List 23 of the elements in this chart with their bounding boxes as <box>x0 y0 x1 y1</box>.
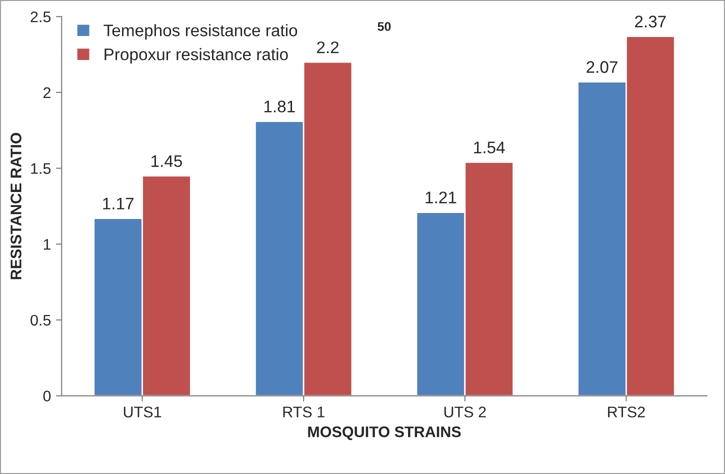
y-tick-label: 2 <box>43 87 50 98</box>
x-tick-label: UTS 2 <box>444 406 486 418</box>
y-tick-label: 1 <box>44 239 50 250</box>
x-tick-label: UTS1 <box>124 406 162 418</box>
x-tick-label: RTS 1 <box>283 406 324 418</box>
data-label: 2.07 <box>586 61 618 73</box>
x-tick-label: RTS2 <box>608 406 645 418</box>
x-axis-title: MOSQUITO STRAINS <box>308 426 461 440</box>
y-tick-label: 2.5 <box>30 11 51 22</box>
legend-label: Propoxur resistance ratio <box>104 48 288 64</box>
data-label: 1.45 <box>152 155 182 168</box>
data-label: 2.2 <box>317 41 339 54</box>
annotation: 50 <box>378 22 391 31</box>
y-tick-label: 0 <box>43 390 51 402</box>
y-tick-label: 0.5 <box>30 314 51 326</box>
y-tick-label: 1.5 <box>31 163 51 174</box>
data-label: 2.37 <box>635 16 666 28</box>
data-label: 1.17 <box>103 198 134 210</box>
data-label: 1.54 <box>474 142 505 154</box>
data-label: 1.21 <box>426 192 456 204</box>
legend-label: Temephos resistance ratio <box>104 24 298 40</box>
data-label: 1.81 <box>264 100 295 112</box>
y-axis-title: RESISTANCE RATIO <box>10 132 22 280</box>
